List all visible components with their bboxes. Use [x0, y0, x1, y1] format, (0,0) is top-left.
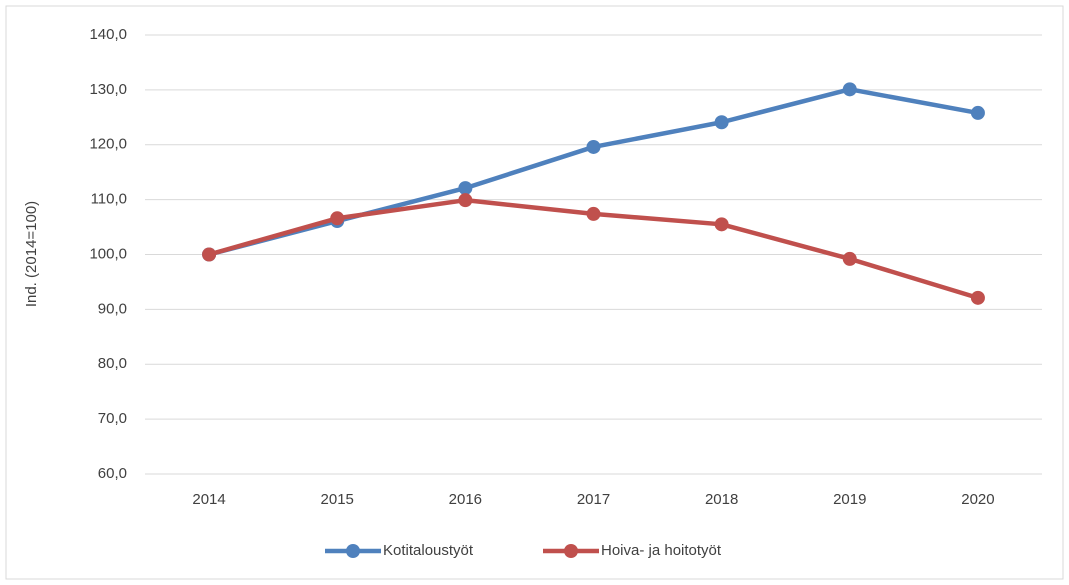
x-tick-label: 2016 — [449, 491, 482, 508]
legend-label: Hoiva- ja hoitotyöt — [601, 542, 722, 559]
marker — [842, 251, 857, 266]
marker — [330, 211, 345, 226]
marker — [586, 206, 601, 221]
marker — [586, 139, 601, 154]
y-tick-label: 90,0 — [98, 300, 127, 317]
marker — [842, 82, 857, 97]
y-axis-label: Ind. (2014=100) — [23, 201, 40, 307]
marker — [714, 115, 729, 130]
marker — [458, 181, 473, 196]
y-tick-label: 110,0 — [91, 191, 127, 208]
y-tick-label: 140,0 — [89, 26, 127, 43]
chart-border — [5, 5, 1064, 580]
x-tick-label: 2015 — [321, 491, 354, 508]
x-tick-label: 2020 — [961, 491, 994, 508]
y-tick-label: 100,0 — [89, 245, 127, 262]
y-tick-label: 70,0 — [98, 410, 127, 427]
legend-label: Kotitaloustyöt — [383, 542, 474, 559]
marker — [970, 105, 985, 120]
legend-marker — [346, 544, 360, 558]
x-tick-label: 2019 — [833, 491, 866, 508]
marker — [202, 247, 217, 262]
y-tick-label: 130,0 — [89, 81, 127, 98]
y-tick-label: 60,0 — [98, 465, 127, 482]
legend-marker — [564, 544, 578, 558]
y-tick-label: 80,0 — [98, 355, 127, 372]
marker — [714, 217, 729, 232]
x-tick-label: 2017 — [577, 491, 610, 508]
x-tick-label: 2018 — [705, 491, 738, 508]
marker — [970, 290, 985, 305]
y-tick-label: 120,0 — [89, 136, 127, 153]
marker — [458, 193, 473, 208]
x-tick-label: 2014 — [192, 491, 225, 508]
